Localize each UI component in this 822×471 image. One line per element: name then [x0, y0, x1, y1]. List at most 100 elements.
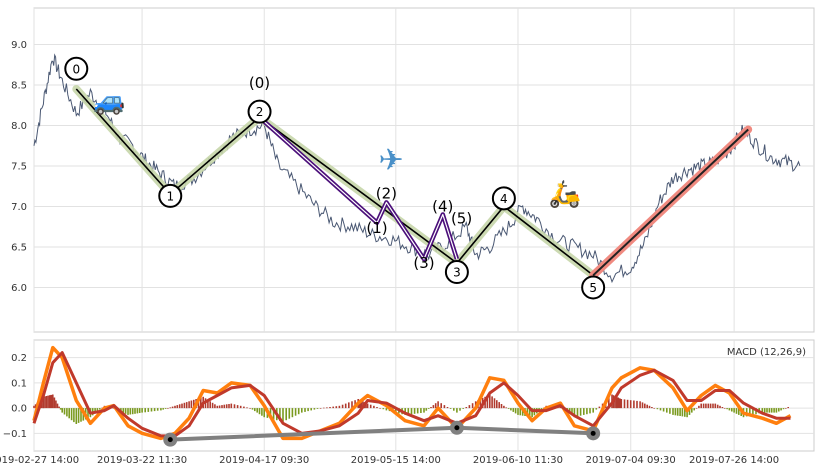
- price-y-tick-label: 6.5: [11, 242, 27, 253]
- macd-histogram-bar: [150, 408, 153, 412]
- macd-histogram-bar: [413, 408, 416, 414]
- macd-histogram-bar: [496, 400, 498, 409]
- macd-histogram-bar: [528, 408, 531, 417]
- macd-histogram-bar: [681, 408, 684, 417]
- macd-histogram-bar: [766, 408, 768, 413]
- macd-histogram-bar: [440, 403, 442, 409]
- macd-histogram-bar: [679, 408, 681, 416]
- macd-histogram-bar: [169, 407, 172, 409]
- macd-histogram-bar: [620, 399, 623, 409]
- macd-histogram-bar: [214, 404, 216, 409]
- macd-histogram-bar: [691, 408, 693, 413]
- macd-histogram-bar: [728, 408, 731, 411]
- macd-y-tick-label: 0.0: [11, 404, 27, 415]
- macd-histogram-bar: [531, 408, 533, 418]
- macd-histogram-bar: [629, 400, 632, 409]
- macd-histogram-bar: [586, 408, 588, 415]
- macd-histogram-bar: [619, 398, 621, 409]
- macd-histogram-bar: [52, 394, 54, 409]
- chart-icons: 🚙 ✈ 🛵: [93, 86, 581, 209]
- macd-histogram-bar: [425, 408, 428, 411]
- x-tick-label: 2019-07-26 14:00: [689, 455, 779, 466]
- wave-label-circle: [491, 186, 516, 211]
- macd-histogram-bar: [608, 397, 610, 409]
- divergence-point-center: [454, 425, 460, 431]
- macd-histogram-bar: [279, 408, 281, 421]
- macd-histogram-bar: [686, 408, 688, 418]
- macd-histogram-bar: [153, 408, 156, 412]
- wave-label-circle: [444, 260, 469, 285]
- macd-histogram-bar: [127, 408, 129, 415]
- macd-histogram-bar: [695, 408, 698, 409]
- price-y-tick-labels: 6.0 6.5 7.0 7.5 8.0 8.5 9.0: [11, 40, 27, 294]
- macd-histogram-bar: [75, 408, 78, 424]
- macd-histogram-bar: [218, 405, 221, 409]
- macd-histogram-bar: [99, 408, 101, 410]
- wave-label: 0: [72, 62, 80, 76]
- macd-histogram-bar: [453, 408, 455, 411]
- scooter-icon: 🛵: [549, 179, 581, 209]
- macd-histogram-bar: [639, 401, 641, 409]
- macd-histogram-bar: [653, 408, 655, 409]
- macd-histogram-bar: [188, 401, 190, 409]
- macd-y-tick-labels: −0.1 0.0 0.1 0.2: [3, 353, 27, 440]
- macd-histogram-bar: [297, 408, 300, 415]
- macd-histogram: [33, 394, 789, 424]
- macd-histogram-bar: [707, 403, 710, 409]
- macd-histogram-bar: [243, 406, 245, 409]
- macd-histogram-bar: [623, 399, 626, 409]
- macd-histogram-bar: [323, 407, 325, 409]
- macd-histogram-bar: [87, 408, 89, 419]
- macd-histogram-bar: [58, 406, 60, 409]
- macd-histogram-bar: [122, 408, 125, 413]
- macd-histogram-bar: [598, 406, 601, 409]
- macd-histogram-bar: [407, 408, 410, 415]
- macd-histogram-bar: [573, 408, 576, 418]
- macd-histogram-bar: [233, 404, 236, 409]
- macd-histogram-bar: [156, 408, 159, 411]
- x-tick-label: 2019-04-17 09:30: [219, 455, 309, 466]
- macd-histogram-bar: [614, 396, 616, 409]
- macd-histogram-bar: [617, 397, 619, 409]
- macd-histogram-bar: [360, 400, 363, 409]
- macd-histogram-bar: [129, 408, 132, 415]
- macd-histogram-bar: [45, 396, 48, 409]
- macd-histogram-bar: [787, 407, 789, 409]
- macd-histogram-bar: [351, 401, 353, 409]
- macd-histogram-bar: [430, 407, 432, 409]
- macd-histogram-bar: [432, 405, 435, 409]
- macd-histogram-bar: [285, 408, 287, 421]
- sub-wave-inner-line: [259, 116, 458, 260]
- macd-histogram-bar: [55, 400, 57, 409]
- macd-signal-line: [32, 351, 791, 438]
- macd-histogram-bar: [644, 403, 646, 409]
- x-tick-label: 2019-03-22 11:30: [97, 455, 187, 466]
- macd-histogram-bar: [656, 408, 659, 410]
- wave-label: 3: [453, 266, 461, 280]
- macd-histogram-bar: [230, 403, 233, 409]
- macd-histogram-bar: [456, 408, 458, 413]
- wave-label: 5: [589, 281, 597, 295]
- macd-histogram-bar: [33, 405, 35, 409]
- macd-histogram-bar: [749, 408, 751, 416]
- macd-line: [32, 345, 792, 441]
- macd-histogram-bar: [56, 403, 59, 409]
- price-y-tick-label: 8.0: [11, 121, 27, 132]
- macd-histogram-bar: [517, 408, 519, 415]
- x-tick-label: 2019-02-27 14:00: [0, 455, 79, 466]
- macd-histogram-bar: [246, 407, 248, 409]
- macd-histogram-bar: [648, 405, 651, 409]
- wave-label-circle: [247, 99, 272, 124]
- macd-histogram-bar: [510, 408, 512, 411]
- macd-histogram-bar: [310, 408, 312, 411]
- macd-histogram-bar: [521, 408, 524, 416]
- divergence-point-center: [590, 430, 596, 436]
- macd-histogram-bar: [778, 408, 780, 412]
- price-y-tick-label: 9.0: [11, 40, 27, 51]
- macd-histogram-bar: [131, 408, 134, 415]
- macd-histogram-bar: [258, 408, 261, 415]
- macd-histogram-bar: [223, 404, 226, 409]
- macd-histogram-bar: [216, 405, 219, 409]
- macd-histogram-bar: [416, 408, 419, 414]
- macd-histogram-bar: [662, 408, 665, 412]
